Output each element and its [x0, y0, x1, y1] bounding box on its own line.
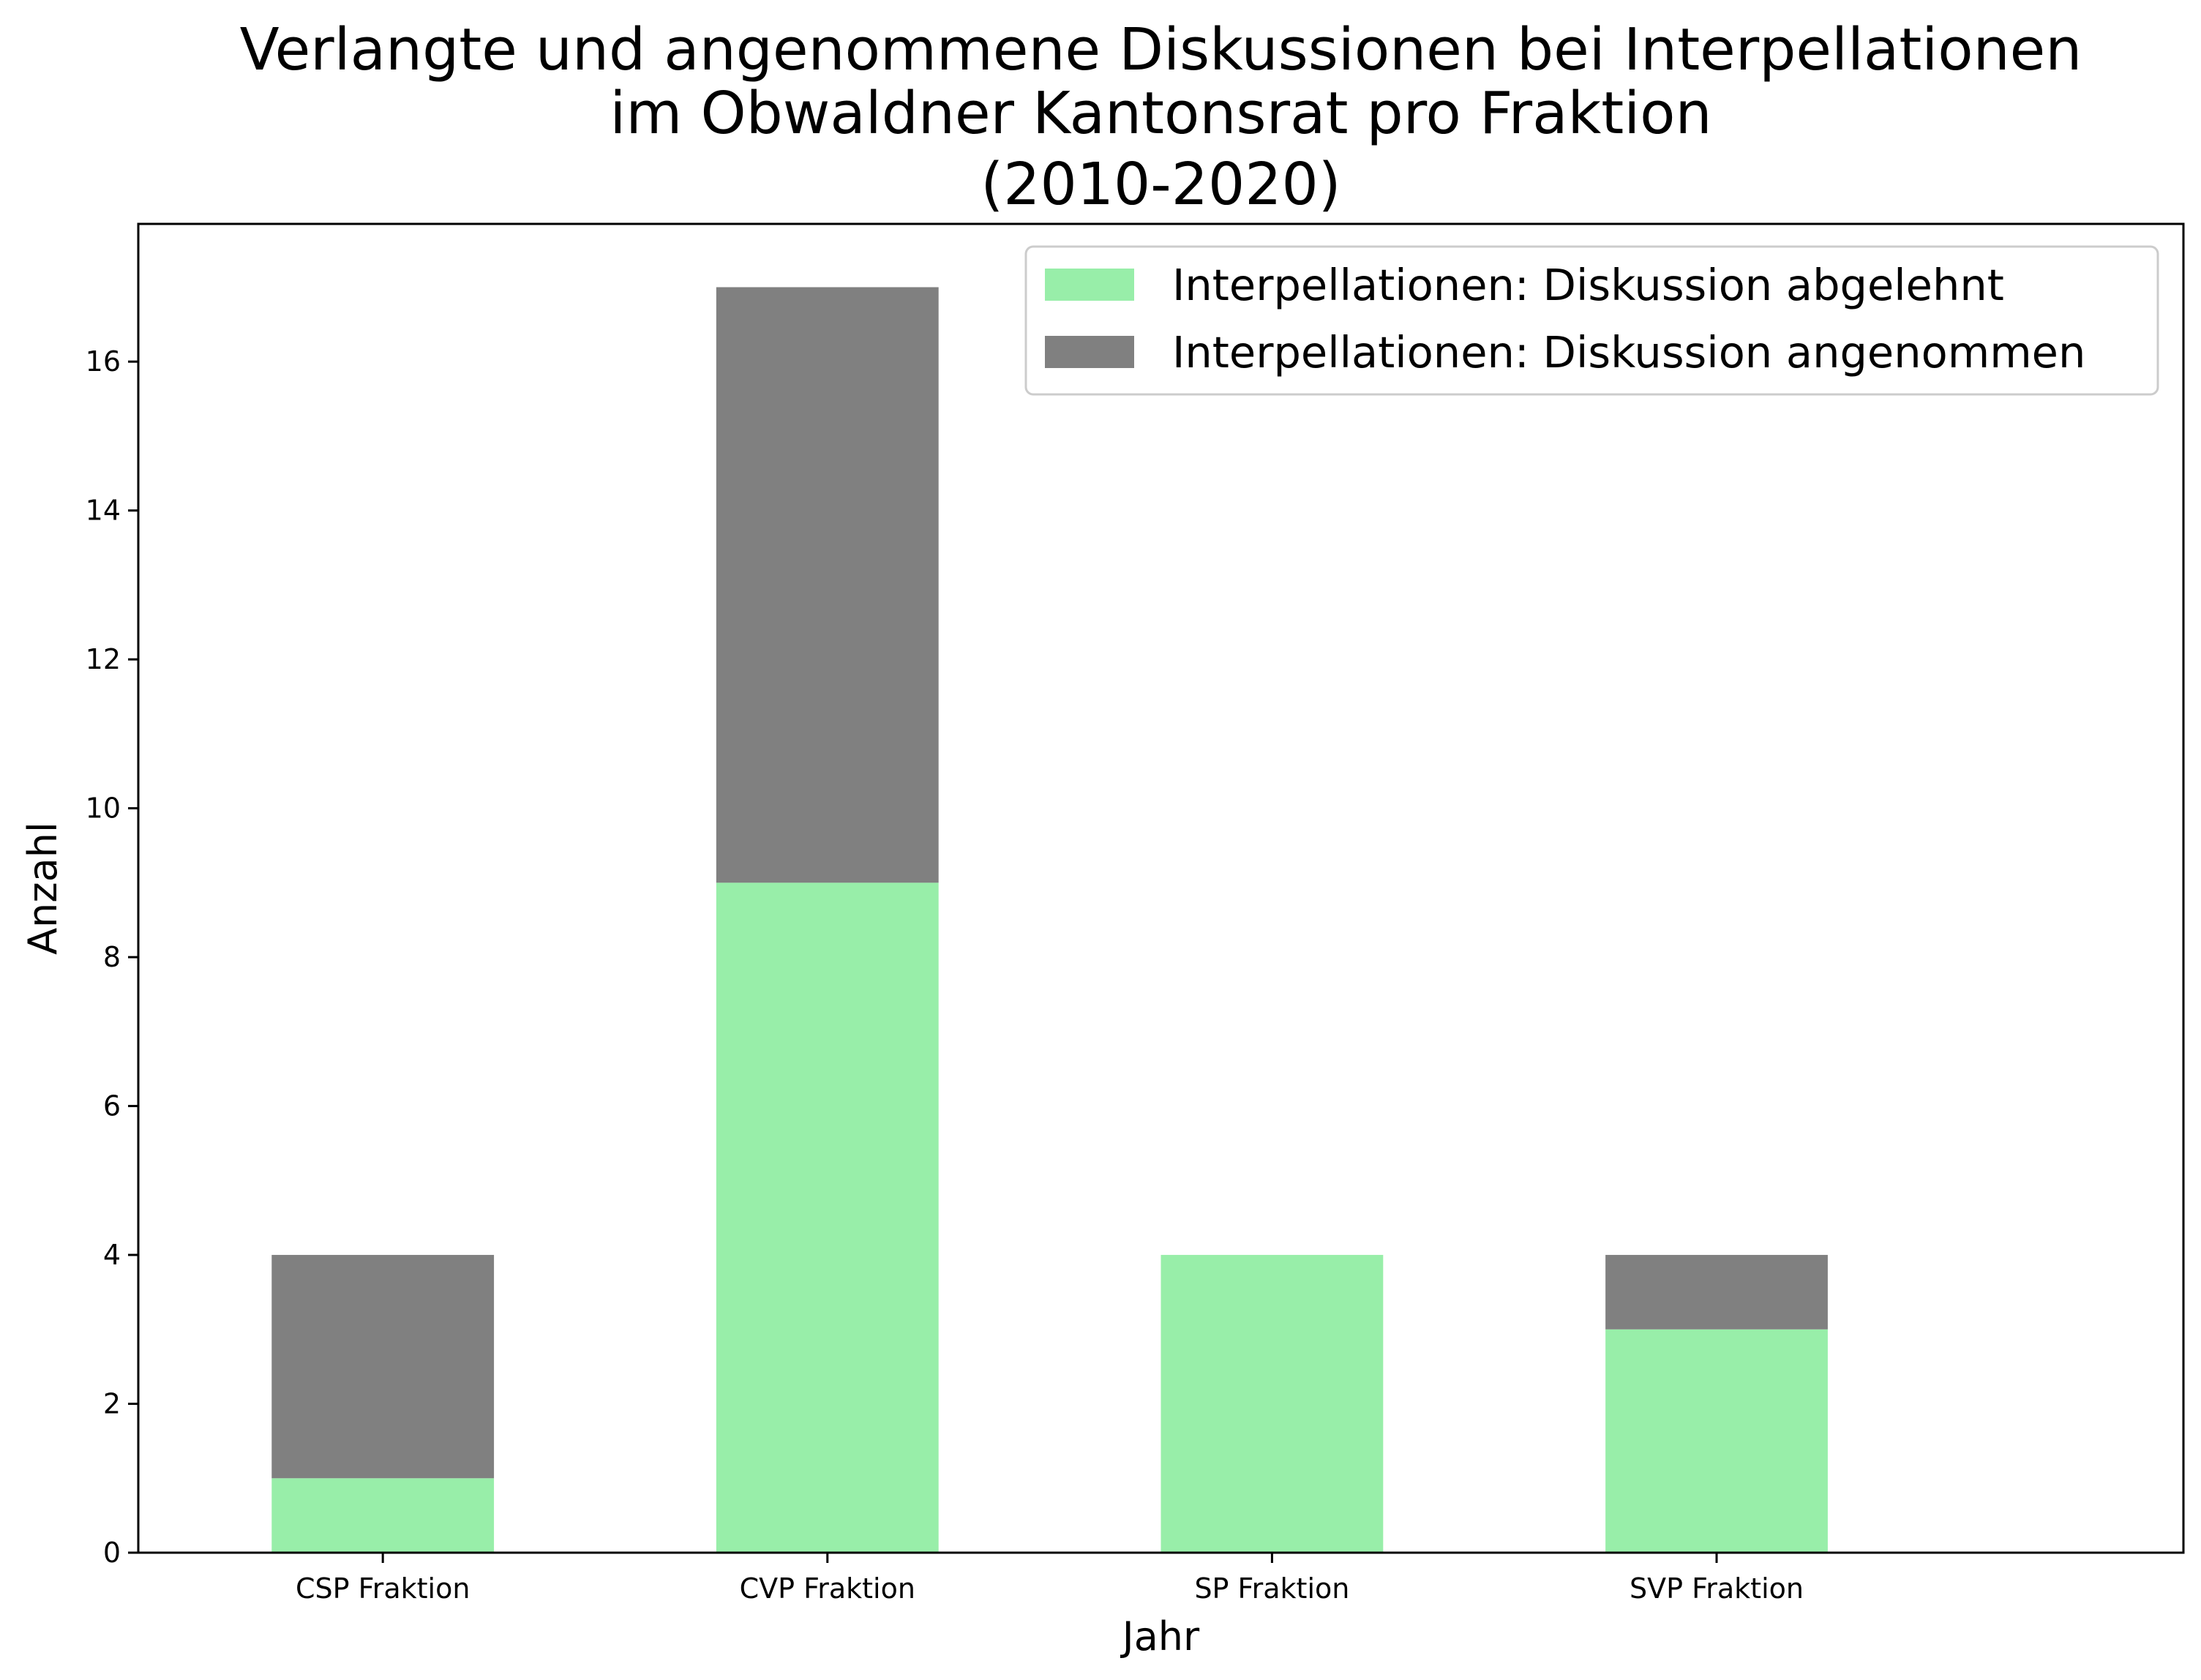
- legend-label: Interpellationen: Diskussion angenommen: [1172, 327, 2085, 378]
- legend-swatch: [1045, 269, 1134, 301]
- y-axis: 0 2 4 6 8 10 12 14 16: [86, 345, 138, 1569]
- legend-swatch: [1045, 336, 1134, 368]
- chart-title-line: im Obwaldner Kantonsrat pro Fraktion: [610, 80, 1711, 147]
- bar-abgelehnt: [1161, 1255, 1384, 1553]
- bar-abgelehnt: [716, 882, 939, 1553]
- y-tick-label: 14: [86, 495, 121, 527]
- x-tick-label: CVP Fraktion: [740, 1572, 915, 1605]
- y-tick-label: 2: [103, 1388, 121, 1420]
- y-tick-label: 4: [103, 1239, 121, 1271]
- bar-angenommen: [271, 1255, 495, 1479]
- x-tick-label: SVP Fraktion: [1630, 1572, 1804, 1605]
- x-axis: CSP Fraktion CVP Fraktion SP Fraktion SVP F…: [296, 1553, 1804, 1605]
- chart-title: Verlangte und angenommene Diskussionen b…: [240, 16, 2082, 218]
- y-axis-label: Anzahl: [20, 822, 66, 955]
- legend-frame: [1024, 245, 2159, 396]
- plot-frame: [137, 222, 2185, 1554]
- bar-angenommen: [716, 287, 939, 883]
- legend-label: Interpellationen: Diskussion abgelehnt: [1172, 260, 2004, 310]
- y-tick-label: 8: [103, 941, 121, 973]
- chart-title-line: Verlangte und angenommene Diskussionen b…: [240, 16, 2082, 83]
- bar-angenommen: [1605, 1255, 1828, 1330]
- y-tick-label: 0: [103, 1537, 121, 1569]
- y-tick-label: 16: [86, 345, 121, 378]
- chart-title-line: (2010-2020): [980, 151, 1341, 218]
- x-axis-label: Jahr: [1120, 1613, 1200, 1660]
- bar-abgelehnt: [271, 1478, 495, 1553]
- legend: Interpellationen: Diskussion abgelehnt In…: [1024, 245, 2159, 396]
- bars: [271, 287, 1828, 1553]
- x-tick-label: SP Fraktion: [1194, 1572, 1349, 1605]
- x-tick-label: CSP Fraktion: [296, 1572, 470, 1605]
- bar-abgelehnt: [1605, 1329, 1828, 1553]
- y-tick-label: 12: [86, 643, 121, 675]
- y-tick-label: 10: [86, 792, 121, 825]
- y-tick-label: 6: [103, 1090, 121, 1122]
